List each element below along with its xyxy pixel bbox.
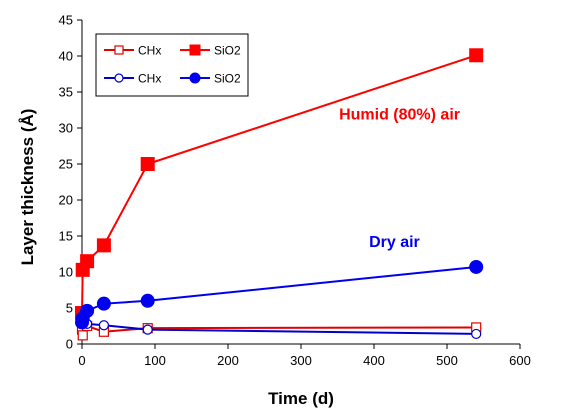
y-tick-label: 30 — [59, 121, 73, 136]
x-axis-title: Time (d) — [268, 389, 334, 408]
annotation-label: Dry air — [369, 234, 420, 251]
data-point — [140, 293, 155, 308]
legend-marker — [114, 73, 124, 83]
legend-marker — [189, 72, 201, 84]
x-tick-label: 300 — [290, 353, 312, 368]
axes: 0 5 10 15 20 25 30 35 40 45 0 100 200 300 400 500 600 — [59, 13, 531, 369]
y-tick-label: 35 — [59, 85, 73, 100]
legend-entry: CHx — [104, 72, 161, 86]
data-point — [471, 328, 482, 340]
data-point — [98, 320, 110, 331]
y-tick-label: 45 — [59, 13, 73, 28]
x-tick-label: 200 — [217, 353, 239, 368]
data-point — [80, 303, 95, 318]
data-point — [469, 48, 484, 63]
data-point — [140, 157, 155, 171]
annotations: Humid (80%) air Dry air — [339, 106, 460, 250]
y-tick-label: 10 — [59, 265, 73, 280]
legend-marker — [114, 45, 124, 55]
legend-label: SiO2 — [214, 44, 241, 58]
y-axis-title: Layer thickness (Å) — [18, 109, 37, 266]
data-point — [142, 324, 153, 335]
legend-entry: SiO2 — [180, 44, 241, 58]
legend-entry: CHx — [104, 44, 161, 58]
series-line — [81, 54, 477, 314]
plot-series — [75, 48, 484, 341]
data-point — [80, 254, 95, 269]
x-tick-label: 500 — [436, 353, 458, 368]
legend-entry: SiO2 — [180, 72, 241, 86]
y-tick-label: 15 — [59, 229, 73, 244]
y-tick-label: 40 — [59, 49, 73, 64]
x-tick-label: 0 — [78, 353, 85, 368]
legend-box — [95, 33, 249, 97]
series-line — [81, 265, 477, 323]
legend-label: CHx — [138, 72, 161, 86]
x-tick-label: 600 — [509, 353, 531, 368]
series-dry-sio2 — [75, 259, 484, 330]
y-tick-label: 0 — [66, 337, 73, 352]
data-point — [96, 238, 111, 253]
x-tick-label: 400 — [363, 353, 385, 368]
legend-label: CHx — [138, 44, 161, 58]
legend-label: SiO2 — [214, 72, 241, 86]
legend: CHx SiO2 CHx SiO2 — [95, 33, 249, 97]
y-tick-label: 25 — [59, 157, 73, 172]
y-tick-label: 5 — [66, 301, 73, 316]
legend-marker — [189, 44, 201, 56]
data-point — [469, 259, 484, 274]
x-tick-label: 100 — [144, 353, 166, 368]
data-point — [96, 296, 111, 311]
annotation-label: Humid (80%) air — [339, 106, 460, 123]
y-tick-label: 20 — [59, 193, 73, 208]
data-point — [77, 330, 88, 341]
